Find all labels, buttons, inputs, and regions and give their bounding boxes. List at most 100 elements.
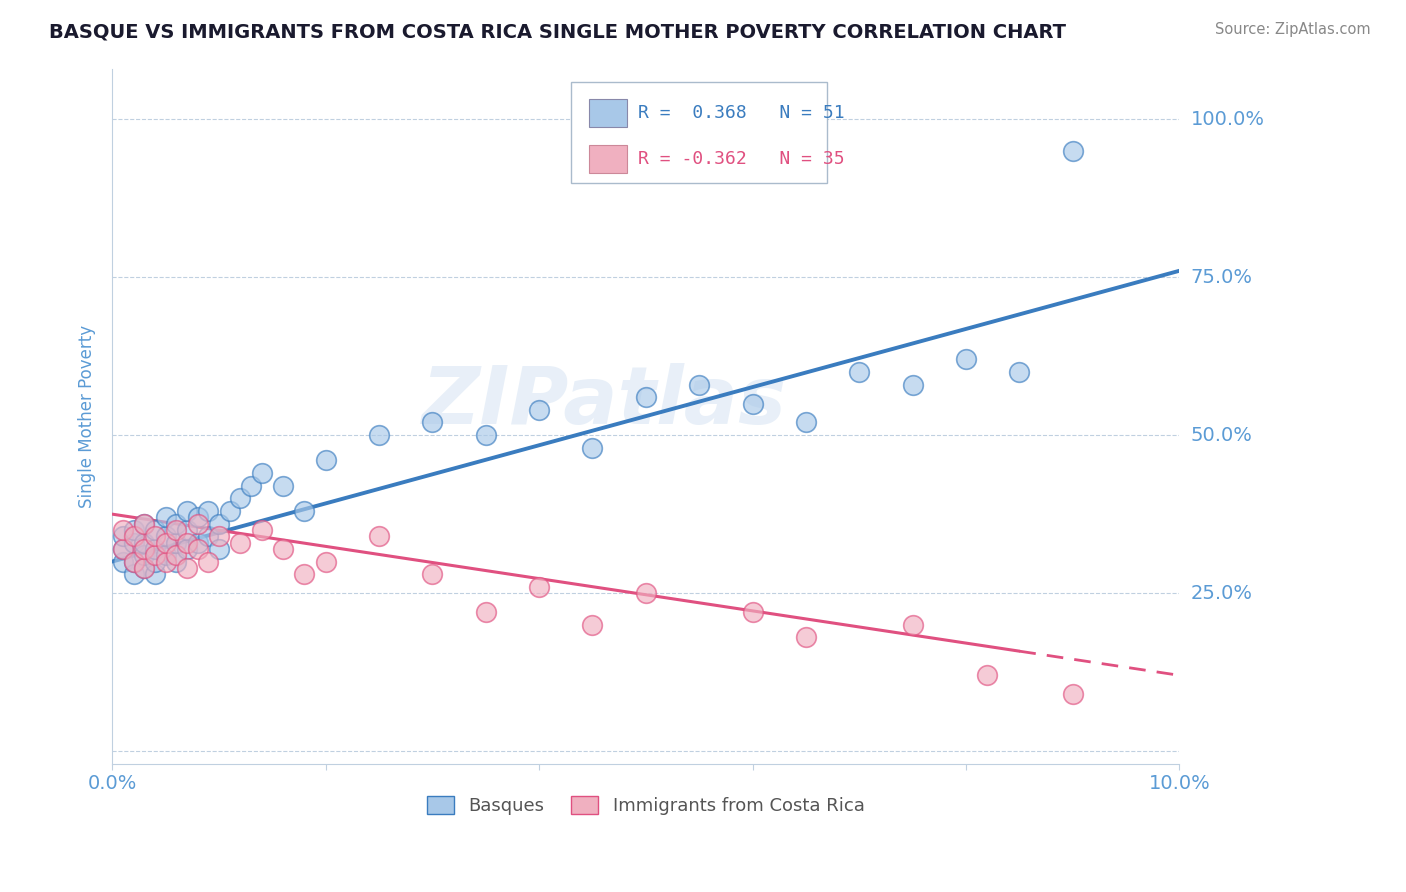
Point	[634, 390, 657, 404]
Point	[122, 567, 145, 582]
Point	[218, 504, 240, 518]
Point	[955, 352, 977, 367]
Text: R =  0.368   N = 51: R = 0.368 N = 51	[638, 104, 845, 122]
Point	[134, 516, 156, 531]
FancyBboxPatch shape	[571, 82, 827, 183]
Point	[187, 516, 209, 531]
Point	[197, 529, 219, 543]
Point	[208, 541, 231, 556]
Point	[229, 491, 252, 506]
Point	[292, 504, 315, 518]
Point	[165, 516, 187, 531]
Point	[155, 529, 177, 543]
Point	[143, 567, 166, 582]
Point	[794, 416, 817, 430]
Point	[1062, 687, 1084, 701]
Point	[250, 466, 273, 480]
Point	[165, 548, 187, 562]
Point	[122, 535, 145, 549]
Text: 100.0%: 100.0%	[1191, 110, 1264, 128]
Point	[634, 586, 657, 600]
Point	[474, 605, 496, 619]
Point	[122, 555, 145, 569]
Point	[315, 453, 337, 467]
Point	[143, 548, 166, 562]
Bar	[589, 145, 627, 173]
Point	[165, 523, 187, 537]
Point	[271, 479, 294, 493]
Point	[143, 523, 166, 537]
Point	[741, 396, 763, 410]
Point	[474, 428, 496, 442]
Point	[422, 567, 444, 582]
Point	[122, 555, 145, 569]
Point	[176, 504, 198, 518]
Point	[229, 535, 252, 549]
Text: 75.0%: 75.0%	[1191, 268, 1253, 286]
Point	[122, 529, 145, 543]
Point	[134, 516, 156, 531]
Point	[581, 617, 603, 632]
Point	[527, 580, 550, 594]
Point	[176, 541, 198, 556]
Point	[368, 428, 391, 442]
Point	[187, 510, 209, 524]
Text: BASQUE VS IMMIGRANTS FROM COSTA RICA SINGLE MOTHER POVERTY CORRELATION CHART: BASQUE VS IMMIGRANTS FROM COSTA RICA SIN…	[49, 22, 1066, 41]
Point	[901, 617, 924, 632]
Point	[688, 377, 710, 392]
Text: 25.0%: 25.0%	[1191, 583, 1253, 603]
Point	[239, 479, 262, 493]
Text: ZIPatlas: ZIPatlas	[420, 363, 786, 442]
Point	[208, 529, 231, 543]
Text: R = -0.362   N = 35: R = -0.362 N = 35	[638, 150, 845, 168]
Point	[581, 441, 603, 455]
Point	[1008, 365, 1031, 379]
Point	[187, 535, 209, 549]
Point	[143, 529, 166, 543]
Point	[134, 541, 156, 556]
Point	[165, 535, 187, 549]
Point	[155, 510, 177, 524]
Point	[208, 516, 231, 531]
Point	[197, 555, 219, 569]
Point	[794, 631, 817, 645]
Point	[527, 402, 550, 417]
Point	[134, 535, 156, 549]
Text: 50.0%: 50.0%	[1191, 425, 1253, 444]
Point	[155, 535, 177, 549]
Point	[134, 561, 156, 575]
Legend: Basques, Immigrants from Costa Rica: Basques, Immigrants from Costa Rica	[418, 787, 875, 824]
Point	[250, 523, 273, 537]
Point	[901, 377, 924, 392]
Point	[176, 561, 198, 575]
Point	[111, 529, 134, 543]
Point	[111, 541, 134, 556]
Point	[155, 555, 177, 569]
Point	[143, 541, 166, 556]
Point	[187, 541, 209, 556]
Point	[176, 523, 198, 537]
Point	[155, 548, 177, 562]
Point	[143, 555, 166, 569]
Point	[315, 555, 337, 569]
Bar	[589, 99, 627, 128]
Text: Source: ZipAtlas.com: Source: ZipAtlas.com	[1215, 22, 1371, 37]
Point	[111, 555, 134, 569]
Point	[741, 605, 763, 619]
Y-axis label: Single Mother Poverty: Single Mother Poverty	[79, 325, 96, 508]
Point	[848, 365, 870, 379]
Point	[176, 535, 198, 549]
Point	[976, 668, 998, 682]
Point	[165, 555, 187, 569]
Point	[1062, 144, 1084, 158]
Point	[134, 561, 156, 575]
Point	[368, 529, 391, 543]
Point	[292, 567, 315, 582]
Point	[197, 504, 219, 518]
Point	[271, 541, 294, 556]
Point	[111, 523, 134, 537]
Point	[422, 416, 444, 430]
Point	[134, 548, 156, 562]
Point	[122, 523, 145, 537]
Point	[111, 541, 134, 556]
